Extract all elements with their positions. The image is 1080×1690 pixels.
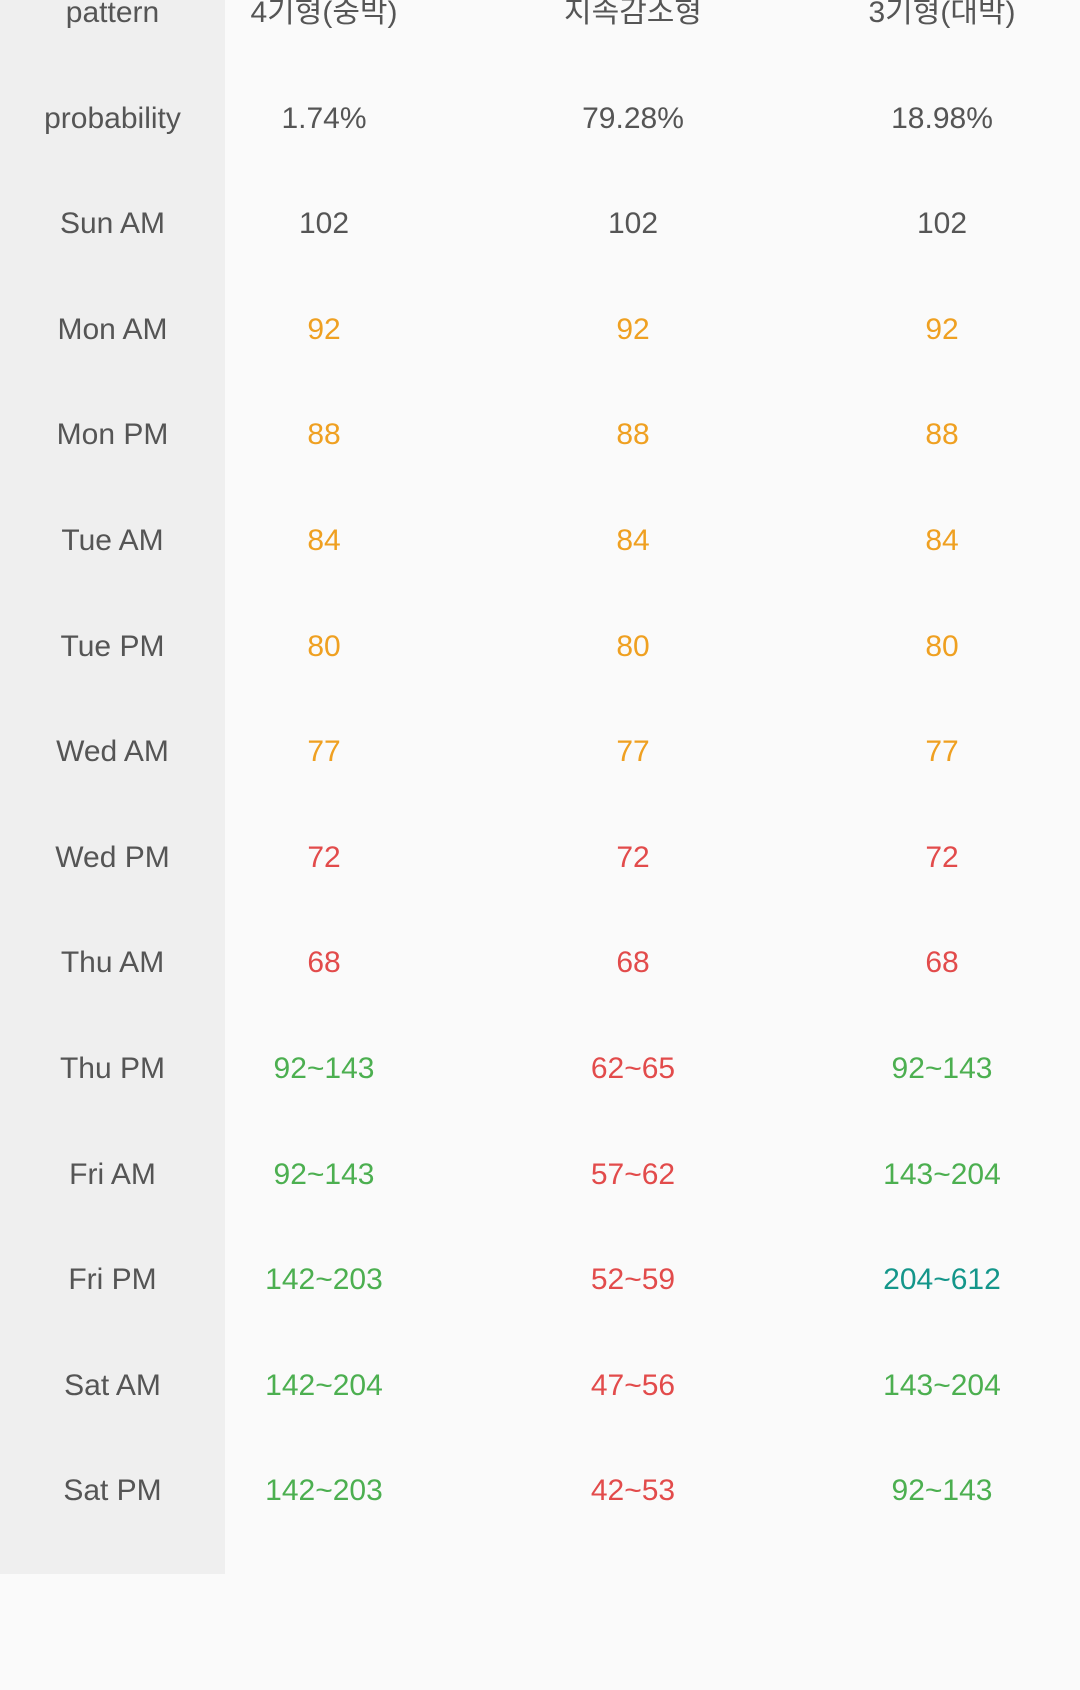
row-label: Thu AM	[60, 946, 165, 980]
table-cell: 62~65	[590, 1052, 676, 1085]
table-cell: 102	[298, 207, 350, 241]
row-label: Wed AM	[56, 735, 169, 769]
table-row: Tue AM 84 84 84	[0, 488, 1080, 594]
table-cell: 142~204	[265, 1368, 383, 1402]
table-cell: 3기형(대박)	[868, 0, 1016, 29]
table-cell: 42~53	[590, 1474, 676, 1508]
table-cell: 80	[925, 629, 959, 663]
table-cell: 84	[307, 524, 341, 557]
row-label: Fri AM	[69, 1157, 156, 1191]
table-cell: 47~56	[590, 1368, 676, 1402]
row-label: Fri PM	[68, 1263, 157, 1297]
table-cell: 57~62	[590, 1157, 676, 1191]
table-row: Mon PM 88 88 88	[0, 382, 1080, 488]
row-label: Mon PM	[56, 418, 169, 452]
table-cell: 지속감소형	[564, 0, 702, 29]
table-cell: 68	[616, 946, 650, 980]
table-row: Sat AM 142~204 47~56 143~204	[0, 1333, 1080, 1439]
table-cell: 92	[616, 312, 650, 346]
table-row: Wed PM 72 72 72	[0, 805, 1080, 911]
table-cell: 72	[307, 840, 341, 874]
table-row: Mon AM 92 92 92	[0, 277, 1080, 383]
table-row: Fri AM 92~143 57~62 143~204	[0, 1122, 1080, 1228]
table-cell: 204~612	[883, 1263, 1001, 1297]
row-label-column	[0, 0, 225, 1574]
table-cell: 92	[307, 312, 341, 346]
table-cell: 92~143	[273, 1052, 375, 1085]
table-cell: 88	[925, 418, 959, 452]
table-cell: 84	[925, 524, 959, 557]
table-cell: 102	[607, 207, 659, 241]
table-row: Thu PM 92~143 62~65 92~143	[0, 1016, 1080, 1122]
table-cell: 72	[616, 840, 650, 874]
table-row: Sun AM 102 102 102	[0, 171, 1080, 277]
table-cell: 68	[925, 946, 959, 980]
table-cell: 77	[307, 735, 341, 769]
table-cell: 92	[925, 312, 959, 346]
table-cell: 102	[916, 207, 968, 241]
row-label: Sat PM	[63, 1474, 162, 1508]
row-label: pattern	[65, 0, 160, 29]
table-cell: 142~203	[265, 1474, 383, 1508]
row-label: Wed PM	[55, 840, 170, 874]
table-cell: 80	[616, 629, 650, 663]
table-cell: 143~204	[883, 1157, 1001, 1191]
row-label: Thu PM	[59, 1052, 166, 1085]
row-label: Tue PM	[60, 629, 165, 663]
table-row: Fri PM 142~203 52~59 204~612	[0, 1227, 1080, 1333]
row-label: Sun AM	[59, 207, 166, 241]
table-cell: 77	[925, 735, 959, 769]
table-cell: 52~59	[590, 1263, 676, 1297]
table-cell: 68	[307, 946, 341, 980]
table-cell: 88	[616, 418, 650, 452]
table-cell: 92~143	[273, 1157, 375, 1191]
table-cell: 142~203	[265, 1263, 383, 1297]
table-row: pattern 4기형(중박) 지속감소형 3기형(대박)	[0, 0, 1080, 66]
row-label: probability	[44, 101, 181, 135]
table-cell: 77	[616, 735, 650, 769]
row-label: Tue AM	[61, 524, 164, 557]
table-row: Sat PM 142~203 42~53 92~143	[0, 1438, 1080, 1544]
table-row: probability 1.74% 79.28% 18.98%	[0, 66, 1080, 172]
row-label: Mon AM	[57, 312, 168, 346]
table-cell: 84	[616, 524, 650, 557]
table-cell: 79.28%	[582, 101, 684, 135]
table-cell: 92~143	[891, 1474, 993, 1508]
table-cell: 88	[307, 418, 341, 452]
table-row: Wed AM 77 77 77	[0, 699, 1080, 805]
table-cell: 18.98%	[891, 101, 993, 135]
table-row: Thu AM 68 68 68	[0, 910, 1080, 1016]
table-cell: 80	[307, 629, 341, 663]
table-cell: 72	[925, 840, 959, 874]
row-label: Sat AM	[64, 1368, 161, 1402]
table-cell: 4기형(중박)	[250, 0, 398, 29]
table-cell: 92~143	[891, 1052, 993, 1085]
table-cell: 143~204	[883, 1368, 1001, 1402]
table-row: Tue PM 80 80 80	[0, 594, 1080, 700]
table-cell: 1.74%	[281, 101, 367, 135]
